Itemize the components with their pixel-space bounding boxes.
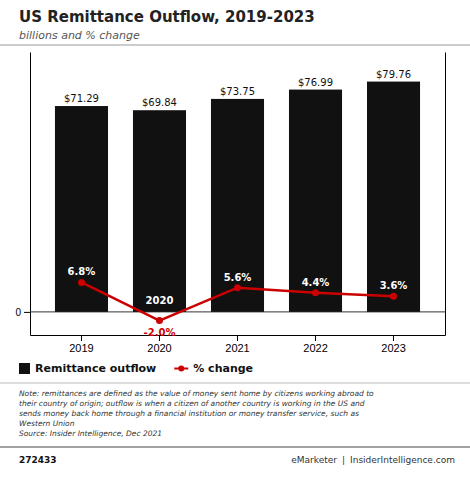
legend-item: Remittance outflow	[19, 362, 156, 375]
note-line: Note: remittances are defined as the val…	[19, 389, 374, 398]
y-axis-line	[30, 53, 31, 336]
data-labels: $71.29 $69.84 $73.75 $76.99 $79.76 6.8% -2.0% 5…	[64, 69, 411, 338]
separator	[0, 45, 470, 46]
annotation: 2020	[146, 295, 174, 306]
legend-item: % change	[174, 362, 253, 375]
note-line: sends money back home through a financia…	[19, 409, 359, 418]
bar	[289, 90, 342, 312]
bar	[55, 106, 108, 312]
line-label: 6.8%	[68, 266, 96, 277]
footer-item: InsiderIntelligence.com	[350, 455, 455, 465]
line-marker	[312, 289, 319, 296]
line-marker	[234, 284, 241, 291]
bar	[367, 82, 420, 312]
line-label: -2.0%	[144, 327, 176, 338]
footer-left: 272433	[19, 455, 57, 465]
line-marker	[78, 279, 85, 286]
y2-axis-line	[445, 53, 446, 336]
x-tick: 2023	[381, 335, 405, 354]
y-tick: 0	[15, 307, 30, 318]
footer-item: |	[342, 455, 345, 465]
y-axis: 0	[15, 53, 30, 336]
line-label: 5.6%	[224, 272, 252, 283]
y2-axis	[445, 53, 446, 336]
line	[81, 282, 393, 320]
x-tick-label: 2023	[381, 342, 405, 354]
x-tick: 2021	[225, 335, 249, 354]
x-tick-label: 2021	[225, 342, 249, 354]
x-tick-label: 2022	[303, 342, 327, 354]
subtitle: billions and % change	[19, 29, 140, 42]
x-tick: 2019	[69, 335, 93, 354]
x-tick-mark	[393, 335, 394, 341]
legend-marker	[178, 366, 184, 372]
bar-label: $79.76	[376, 69, 411, 80]
x-tick-mark	[315, 335, 316, 341]
bar-label: $69.84	[142, 97, 177, 108]
footer-item: eMarketer	[291, 455, 337, 465]
footer-right: eMarketer | InsiderIntelligence.com	[291, 455, 455, 465]
line-marker	[156, 317, 163, 324]
legend-swatch	[19, 363, 30, 374]
x-tick-label: 2019	[69, 342, 93, 354]
line-marker	[390, 293, 397, 300]
x-tick-label: 2020	[147, 342, 171, 354]
bar	[211, 99, 264, 312]
y-tick-mark	[24, 312, 30, 313]
x-axis: 2019 2020 2021 2022 2023	[31, 335, 446, 354]
bar-label: $73.75	[220, 86, 255, 97]
x-tick-mark	[237, 335, 238, 341]
legend: Remittance outflow % change	[19, 362, 253, 375]
note: Note: remittances are defined as the val…	[19, 389, 374, 438]
note-line: Western Union	[19, 419, 75, 428]
bar	[133, 110, 186, 312]
x-tick: 2020	[147, 335, 171, 354]
legend-label: % change	[193, 362, 253, 375]
separator	[0, 447, 470, 448]
x-tick-mark	[81, 335, 82, 341]
line-label: 3.6%	[380, 280, 408, 291]
bar-label: $71.29	[64, 93, 99, 104]
chart: US Remittance Outflow, 2019-2023 billions…	[0, 0, 470, 483]
line-label: 4.4%	[302, 277, 330, 288]
y-tick-label: 0	[15, 307, 21, 318]
legend-label: Remittance outflow	[35, 362, 156, 375]
note-line: Source: Insider Intelligence, Dec 2021	[19, 429, 162, 438]
bar-label: $76.99	[298, 77, 333, 88]
note-line: their country of origin; outflow is when…	[19, 399, 365, 408]
x-tick: 2022	[303, 335, 327, 354]
separator	[0, 383, 470, 384]
plot-marks	[30, 82, 445, 324]
title: US Remittance Outflow, 2019-2023	[19, 8, 315, 26]
